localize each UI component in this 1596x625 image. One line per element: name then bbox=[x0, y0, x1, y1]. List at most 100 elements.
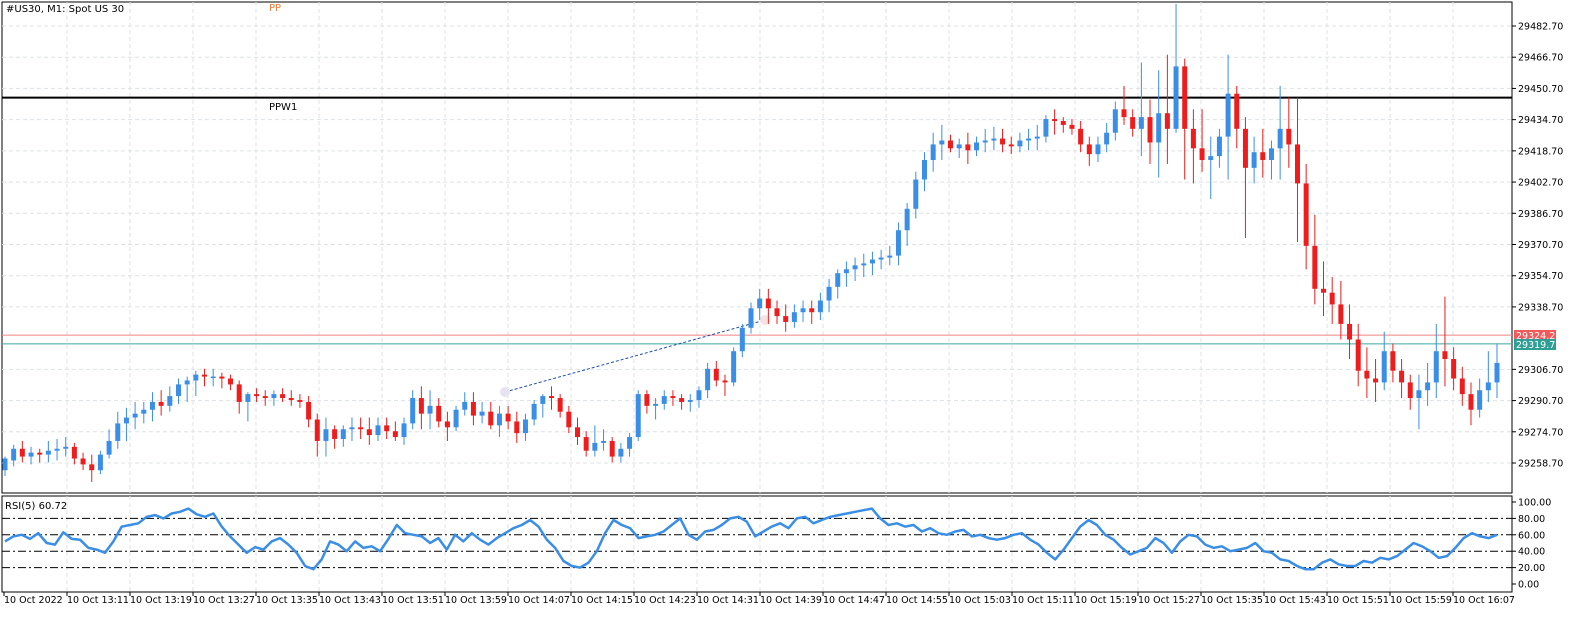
candle-body bbox=[1147, 117, 1153, 143]
candle-body bbox=[1286, 128, 1292, 145]
candle-body bbox=[158, 401, 164, 406]
candle-body bbox=[1182, 66, 1188, 129]
price-tick-label: 29466.70 bbox=[1518, 53, 1563, 64]
ask-price-tag bbox=[1514, 330, 1556, 341]
candle-body bbox=[314, 419, 320, 441]
candle-body bbox=[375, 425, 381, 436]
candle-body bbox=[783, 316, 789, 322]
candle-body bbox=[167, 396, 173, 406]
candle-body bbox=[887, 255, 893, 258]
bid-price-label: 29319.75 bbox=[1516, 340, 1561, 351]
candle-body bbox=[861, 263, 867, 266]
candle-body bbox=[583, 437, 589, 451]
candle-body bbox=[1052, 119, 1058, 122]
candle-body bbox=[1086, 144, 1092, 155]
candle-body bbox=[1338, 304, 1344, 324]
candle-body bbox=[1277, 128, 1283, 149]
candle-body bbox=[1442, 351, 1448, 360]
candle-body bbox=[774, 308, 780, 317]
price-panel[interactable] bbox=[1, 1, 1513, 494]
price-tick-label: 29402.70 bbox=[1518, 178, 1563, 189]
time-tick-label: 10 Oct 13:35 bbox=[256, 595, 318, 606]
candle-body bbox=[592, 442, 598, 451]
candle-body bbox=[748, 308, 754, 328]
candle-body bbox=[1425, 382, 1431, 391]
candle-body bbox=[826, 286, 832, 301]
candle-body bbox=[731, 351, 737, 383]
time-tick-label: 10 Oct 15:27 bbox=[1138, 595, 1200, 606]
candle-body bbox=[835, 273, 841, 287]
time-tick-label: 10 Oct 15:35 bbox=[1201, 595, 1263, 606]
candle-body bbox=[71, 446, 77, 459]
ask-price-label: 29324.25 bbox=[1516, 331, 1561, 342]
time-tick-label: 10 Oct 13:43 bbox=[319, 595, 381, 606]
candle-body bbox=[453, 409, 459, 428]
candle-body bbox=[254, 394, 260, 397]
candle-body bbox=[548, 396, 554, 399]
candle-body bbox=[566, 411, 572, 428]
candle-body bbox=[175, 384, 181, 397]
candle-body bbox=[1199, 148, 1205, 161]
candle-body bbox=[1407, 382, 1413, 399]
time-tick-label: 10 Oct 13:19 bbox=[130, 595, 192, 606]
time-tick-label: 10 Oct 13:27 bbox=[193, 595, 255, 606]
candle-body bbox=[1433, 351, 1439, 383]
candle-body bbox=[462, 401, 468, 410]
candle-body bbox=[1156, 113, 1162, 143]
candle-body bbox=[236, 384, 242, 402]
candle-body bbox=[1416, 390, 1422, 399]
candle-body bbox=[913, 179, 919, 209]
time-tick-label: 10 Oct 15:51 bbox=[1327, 595, 1389, 606]
candle-body bbox=[930, 144, 936, 161]
candles-group bbox=[2, 3, 1500, 482]
candle-body bbox=[635, 394, 641, 438]
time-tick-label: 10 Oct 14:23 bbox=[634, 595, 696, 606]
candle-body bbox=[349, 427, 355, 430]
candle-body bbox=[1208, 156, 1214, 161]
candle-body bbox=[384, 425, 390, 432]
time-tick-label: 10 Oct 13:51 bbox=[382, 595, 444, 606]
candle-body bbox=[288, 398, 294, 400]
rsi-tick-label: 100.00 bbox=[1518, 498, 1551, 509]
candle-body bbox=[852, 265, 858, 270]
candle-body bbox=[54, 448, 60, 451]
trend-anchor-start[interactable] bbox=[500, 387, 510, 397]
candle-body bbox=[540, 396, 546, 404]
price-tick-label: 29418.70 bbox=[1518, 146, 1563, 157]
candle-body bbox=[1043, 119, 1049, 137]
candle-body bbox=[514, 421, 520, 434]
candle-body bbox=[948, 140, 954, 149]
time-tick-label: 10 Oct 15:59 bbox=[1390, 595, 1452, 606]
price-axis[interactable]: 29482.70 29466.70 29450.70 29434.70 29418.70… bbox=[1512, 22, 1563, 470]
candle-body bbox=[679, 398, 685, 402]
candle-body bbox=[479, 411, 485, 416]
rsi-label: RSI(5) 60.72 bbox=[5, 501, 67, 512]
candle-body bbox=[956, 144, 962, 149]
candle-body bbox=[1399, 370, 1405, 383]
time-tick-label: 10 Oct 2022 bbox=[4, 595, 63, 606]
candle-body bbox=[1121, 109, 1127, 118]
candle-body bbox=[1078, 128, 1084, 145]
candle-body bbox=[809, 308, 815, 313]
candle-body bbox=[219, 376, 225, 379]
candle-body bbox=[1017, 140, 1023, 147]
candle-body bbox=[1390, 351, 1396, 371]
time-tick-label: 10 Oct 15:43 bbox=[1264, 595, 1326, 606]
candle-body bbox=[1104, 132, 1110, 145]
candle-body bbox=[1216, 136, 1222, 157]
rsi-line bbox=[4, 507, 1498, 571]
candle-body bbox=[496, 413, 502, 426]
candle-body bbox=[1294, 144, 1300, 184]
time-axis[interactable]: 10 Oct 2022 10 Oct 13:11 10 Oct 13:19 10 Oc… bbox=[3, 592, 1515, 606]
trend-anchor-end[interactable] bbox=[760, 315, 770, 325]
time-tick-label: 10 Oct 14:47 bbox=[823, 595, 885, 606]
candle-body bbox=[653, 403, 659, 406]
candle-body bbox=[1303, 183, 1309, 246]
candle-body bbox=[1347, 323, 1353, 340]
rsi-panel[interactable] bbox=[1, 495, 1513, 593]
candle-body bbox=[1112, 109, 1118, 133]
price-tick-label: 29386.70 bbox=[1518, 209, 1563, 220]
candle-body bbox=[609, 440, 615, 457]
